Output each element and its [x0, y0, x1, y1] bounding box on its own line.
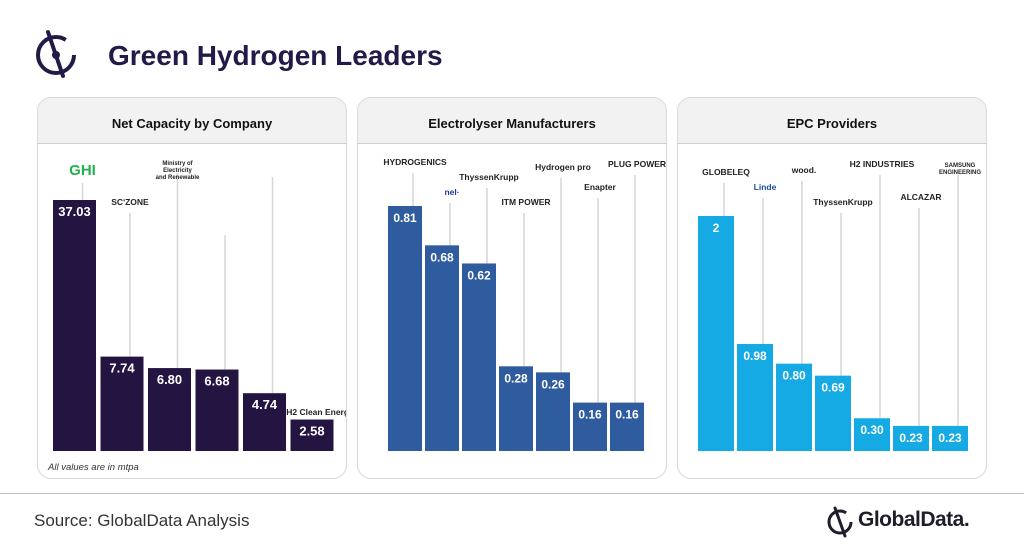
bar-value-label: 7.74	[109, 361, 135, 376]
panel-electrolyser: Electrolyser Manufacturers 0.81 HYDROGENI…	[357, 97, 667, 479]
category-label: PLUG POWER	[608, 159, 666, 169]
category-label: Ministry of	[162, 161, 193, 167]
category-label: nel·	[444, 187, 459, 197]
bar	[499, 366, 533, 451]
globaldata-logo-icon	[827, 506, 853, 538]
bar-value-label: 0.98	[743, 349, 767, 363]
bar-value-label: 37.03	[58, 204, 91, 219]
category-label: GHI	[69, 162, 96, 179]
chart-title: EPC Providers	[786, 116, 878, 131]
bar-value-label: 0.28	[504, 371, 528, 385]
bar-value-label: 0.62	[467, 268, 491, 282]
bar	[243, 393, 286, 451]
bar	[776, 363, 812, 451]
bar-value-label: 4.74	[252, 397, 278, 412]
bar	[815, 375, 851, 451]
bar-value-label: 2	[713, 221, 720, 235]
category-label: ThyssenKrupp	[459, 172, 519, 182]
bar-value-label: 0.69	[821, 381, 845, 395]
category-label: SCʹZONE	[111, 197, 149, 207]
bar	[388, 206, 422, 451]
bar-value-label: 0.68	[430, 250, 454, 264]
page-title: Green Hydrogen Leaders	[108, 40, 443, 71]
category-label: wood.	[791, 165, 817, 175]
chart-electrolyser: 0.81 HYDROGENICS 0.68 nel· 0.62 ThyssenKrupp 0…	[383, 157, 666, 451]
category-label: H2 INDUSTRIES	[850, 159, 915, 169]
category-label: HYDROGENICS	[383, 157, 447, 167]
bar	[854, 418, 890, 451]
category-label: Enapter	[584, 182, 616, 192]
bar-value-label: 0.16	[578, 408, 602, 422]
bar	[610, 402, 644, 451]
source-text: Source: GlobalData Analysis	[34, 511, 250, 530]
bar	[932, 425, 968, 451]
category-label: ITM POWER	[501, 197, 550, 207]
bar	[698, 216, 734, 451]
bar-value-label: 0.23	[899, 431, 923, 445]
category-label: ThyssenKrupp	[813, 197, 873, 207]
category-label: SAMSUNG	[945, 163, 976, 169]
bar	[536, 372, 570, 451]
panel-net-capacity: Net Capacity by Company 37.03 GHI 7.74 SCʹZ…	[37, 97, 347, 479]
bar-value-label: 2.58	[299, 424, 324, 439]
chart-title: Electrolyser Manufacturers	[428, 116, 596, 131]
category-label: Hydrogen pro	[535, 162, 591, 172]
category-label: GLOBELEQ	[702, 167, 750, 177]
category-label: Electricity	[163, 168, 192, 174]
chart-net-capacity: 37.03 GHI 7.74 SCʹZONE 6.80 Ministry ofElectr…	[53, 161, 347, 451]
units-note: All values are in mtpa	[48, 462, 139, 473]
bar	[893, 425, 929, 451]
bar-value-label: 0.23	[938, 431, 962, 445]
bar	[195, 369, 239, 451]
panel-epc: EPC Providers 2 GLOBELEQ 0.98 Linde 0.80 wood…	[677, 97, 987, 479]
panel-header	[678, 98, 986, 144]
bar-value-label: 0.26	[541, 377, 565, 391]
category-label: H2 Clean Energy	[286, 407, 347, 417]
category-label: Linde	[754, 182, 777, 192]
bar-value-label: 0.81	[393, 211, 417, 225]
bar-value-label: 6.80	[157, 372, 182, 387]
bar	[425, 245, 459, 451]
bar	[462, 263, 496, 451]
footer-divider	[0, 493, 1024, 494]
bar	[737, 344, 773, 451]
bar	[53, 200, 96, 451]
bar	[573, 402, 607, 451]
bar-value-label: 0.30	[860, 423, 884, 437]
bar	[290, 419, 334, 451]
category-label: ALCAZAR	[900, 192, 941, 202]
bar	[100, 356, 144, 451]
bar-value-label: 6.68	[204, 374, 229, 389]
bar-value-label: 0.16	[615, 408, 639, 422]
globaldata-brand-icon	[36, 30, 76, 78]
panel-header	[358, 98, 666, 144]
bar	[148, 368, 191, 451]
chart-epc: 2 GLOBELEQ 0.98 Linde 0.80 wood. 0.69 ThyssenKr…	[698, 159, 981, 451]
category-label: ENGINEERING	[939, 170, 981, 176]
category-label: and Renewable	[156, 175, 200, 181]
panel-header	[38, 98, 346, 144]
globaldata-brand-text: GlobalData.	[858, 508, 970, 531]
chart-title: Net Capacity by Company	[111, 116, 273, 131]
bar-value-label: 0.80	[782, 369, 806, 383]
